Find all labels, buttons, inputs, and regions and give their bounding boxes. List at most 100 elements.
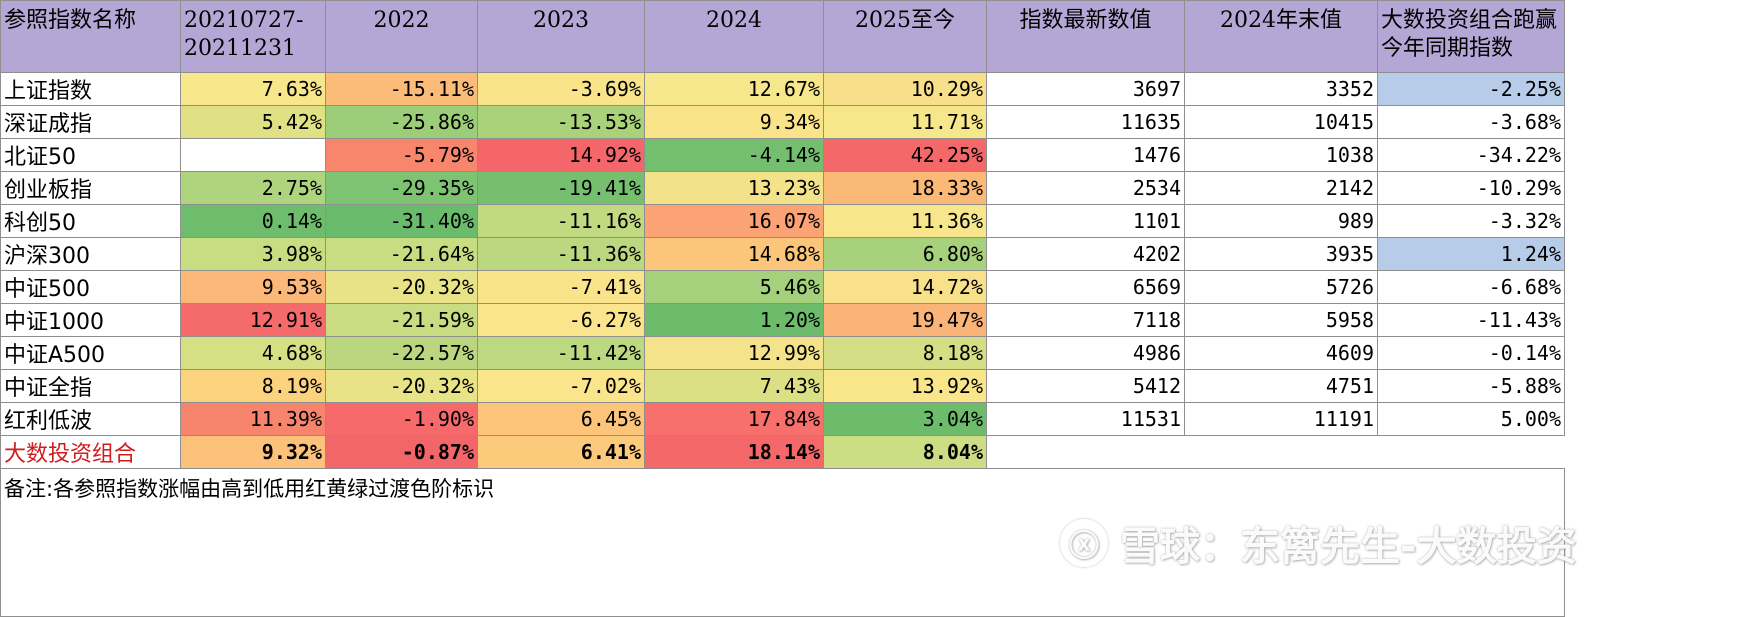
value-cell: -5.79% — [325, 138, 478, 172]
value-cell: -19.41% — [477, 171, 645, 205]
value-cell: 5958 — [1184, 303, 1378, 337]
index-name-cell: 红利低波 — [0, 402, 181, 436]
value-cell: 2534 — [986, 171, 1185, 205]
value-cell: 12.99% — [644, 336, 824, 370]
value-cell: 5.00% — [1377, 402, 1565, 436]
table-row: 沪深300 3.98% -21.64% -11.36% 14.68% 6.80% 4202 3… — [0, 237, 1565, 271]
table-row: 创业板指 2.75% -29.35% -19.41% 13.23% 18.33% 2534 2… — [0, 171, 1565, 205]
table-note: 备注:各参照指数涨幅由高到低用红黄绿过渡色阶标识 — [0, 468, 1565, 617]
value-cell: -7.41% — [477, 270, 645, 304]
index-name-cell: 中证A500 — [0, 336, 181, 370]
value-cell: 1.24% — [1377, 237, 1565, 271]
value-cell: -21.59% — [325, 303, 478, 337]
value-cell: -11.43% — [1377, 303, 1565, 337]
value-cell: -11.36% — [477, 237, 645, 271]
table-row: 深证成指 5.42% -25.86% -13.53% 9.34% 11.71% 11635 1… — [0, 105, 1565, 139]
column-header-8: 大数投资组合跑赢今年同期指数 — [1377, 0, 1565, 73]
value-cell: 9.34% — [644, 105, 824, 139]
column-header-0: 参照指数名称 — [0, 0, 181, 73]
value-cell: 3935 — [1184, 237, 1378, 271]
value-cell: 3.98% — [180, 237, 326, 271]
value-cell: 7.43% — [644, 369, 824, 403]
value-cell: 11.39% — [180, 402, 326, 436]
value-cell: 4751 — [1184, 369, 1378, 403]
value-cell: 1038 — [1184, 138, 1378, 172]
index-name-cell: 创业板指 — [0, 171, 181, 205]
value-cell: -7.02% — [477, 369, 645, 403]
value-cell: 6569 — [986, 270, 1185, 304]
index-returns-sheet: 参照指数名称 20210727-20211231 2022 2023 2024 2025至… — [0, 0, 1577, 617]
value-cell: 4986 — [986, 336, 1185, 370]
table-row: 科创50 0.14% -31.40% -11.16% 16.07% 11.36% 1101 9… — [0, 204, 1565, 238]
value-cell: -6.27% — [477, 303, 645, 337]
table-row: 中证1000 12.91% -21.59% -6.27% 1.20% 19.47% 7118… — [0, 303, 1565, 337]
table-row: 红利低波 11.39% -1.90% 6.45% 17.84% 3.04% 11531 111… — [0, 402, 1565, 436]
value-cell: 6.80% — [823, 237, 987, 271]
index-name-cell: 深证成指 — [0, 105, 181, 139]
value-cell: 11635 — [986, 105, 1185, 139]
value-cell — [1378, 436, 1565, 469]
value-cell: 3352 — [1184, 72, 1378, 106]
index-name-cell: 沪深300 — [0, 237, 181, 271]
value-cell: 9.32% — [180, 435, 326, 469]
value-cell: 8.18% — [823, 336, 987, 370]
column-header-5: 2025至今 — [823, 0, 987, 73]
value-cell: 4.68% — [180, 336, 326, 370]
value-cell: 10.29% — [823, 72, 987, 106]
index-name-cell: 科创50 — [0, 204, 181, 238]
column-header-1: 20210727-20211231 — [180, 0, 326, 73]
value-cell: 11191 — [1184, 402, 1378, 436]
value-cell: 5726 — [1184, 270, 1378, 304]
value-cell: 10415 — [1184, 105, 1378, 139]
value-cell: 17.84% — [644, 402, 824, 436]
note-row: 备注:各参照指数涨幅由高到低用红黄绿过渡色阶标识 — [0, 468, 1565, 617]
value-cell: -2.25% — [1377, 72, 1565, 106]
table-row: 中证500 9.53% -20.32% -7.41% 5.46% 14.72% 6569 57… — [0, 270, 1565, 304]
value-cell — [1185, 436, 1378, 469]
value-cell: 13.23% — [644, 171, 824, 205]
value-cell: 6.45% — [477, 402, 645, 436]
value-cell: 3.04% — [823, 402, 987, 436]
value-cell: 8.04% — [823, 435, 987, 469]
value-cell: -20.32% — [325, 270, 478, 304]
column-header-3: 2023 — [477, 0, 645, 73]
column-header-6: 指数最新数值 — [986, 0, 1185, 73]
value-cell: -13.53% — [477, 105, 645, 139]
portfolio-row: 大数投资组合 9.32% -0.87% 6.41% 18.14% 8.04% — [0, 435, 1565, 469]
value-cell: 4202 — [986, 237, 1185, 271]
value-cell: -20.32% — [325, 369, 478, 403]
value-cell: -0.14% — [1377, 336, 1565, 370]
value-cell: 9.53% — [180, 270, 326, 304]
value-cell: -15.11% — [325, 72, 478, 106]
value-cell: -1.90% — [325, 402, 478, 436]
index-name-cell: 上证指数 — [0, 72, 181, 106]
index-name-cell: 北证50 — [0, 138, 181, 172]
value-cell: -4.14% — [644, 138, 824, 172]
value-cell: 14.92% — [477, 138, 645, 172]
value-cell: 42.25% — [823, 138, 987, 172]
value-cell: 5.42% — [180, 105, 326, 139]
value-cell: -29.35% — [325, 171, 478, 205]
value-cell: 1476 — [986, 138, 1185, 172]
table-body: 上证指数 7.63% -15.11% -3.69% 12.67% 10.29% 3697 33… — [0, 72, 1565, 617]
table-row: 北证50 -5.79% 14.92% -4.14% 42.25% 1476 1038 -34.… — [0, 138, 1565, 172]
value-cell: -11.42% — [477, 336, 645, 370]
value-cell: 4609 — [1184, 336, 1378, 370]
value-cell: 1.20% — [644, 303, 824, 337]
header-row: 参照指数名称 20210727-20211231 2022 2023 2024 2025至… — [0, 0, 1565, 73]
table-row: 中证全指 8.19% -20.32% -7.02% 7.43% 13.92% 5412 475… — [0, 369, 1565, 403]
index-name-cell: 中证全指 — [0, 369, 181, 403]
value-cell: 989 — [1184, 204, 1378, 238]
value-cell: -34.22% — [1377, 138, 1565, 172]
column-header-2: 2022 — [325, 0, 478, 73]
value-cell: -11.16% — [477, 204, 645, 238]
value-cell: -25.86% — [325, 105, 478, 139]
value-cell: -3.68% — [1377, 105, 1565, 139]
value-cell: 14.72% — [823, 270, 987, 304]
value-cell: -6.68% — [1377, 270, 1565, 304]
value-cell: -0.87% — [325, 435, 478, 469]
value-cell: -3.32% — [1377, 204, 1565, 238]
index-returns-table: 参照指数名称 20210727-20211231 2022 2023 2024 2025至… — [0, 0, 1565, 617]
value-cell: -31.40% — [325, 204, 478, 238]
table-row: 上证指数 7.63% -15.11% -3.69% 12.67% 10.29% 3697 33… — [0, 72, 1565, 106]
